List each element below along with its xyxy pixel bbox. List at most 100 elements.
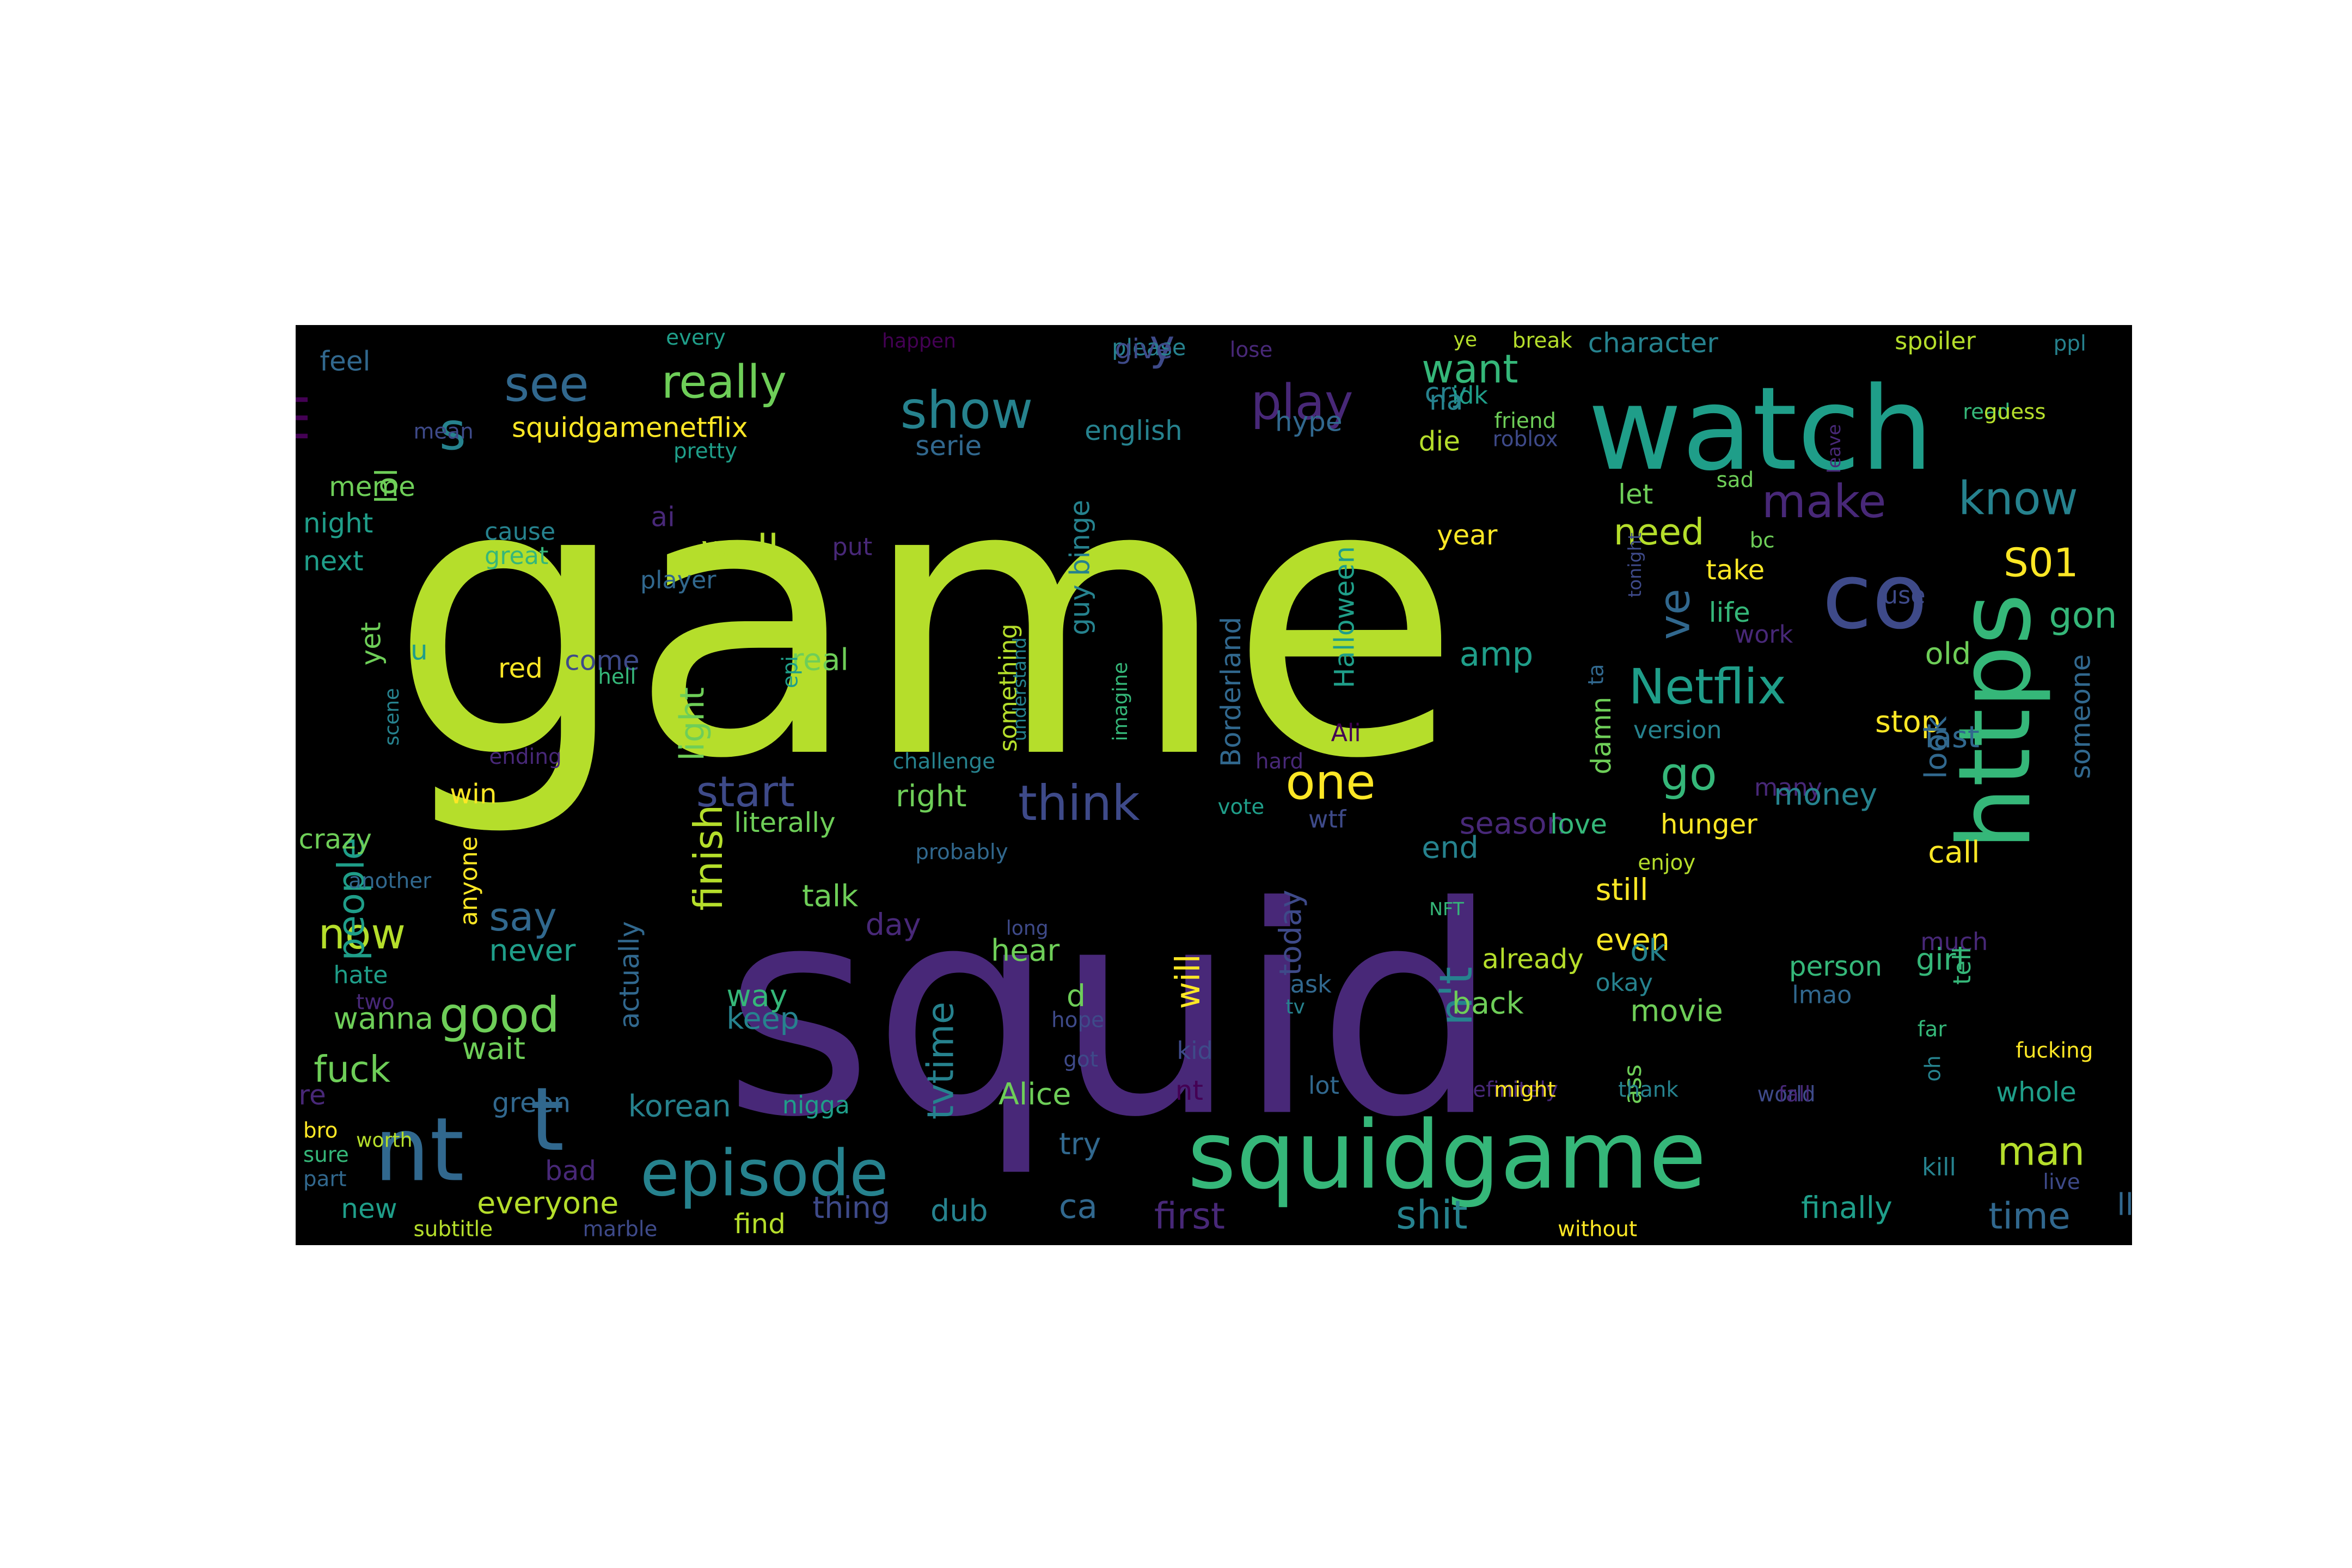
- word-need: need: [1614, 511, 1704, 553]
- word-ending: ending: [489, 745, 561, 769]
- word-many: many: [1754, 774, 1822, 801]
- word-season: season: [1460, 806, 1566, 841]
- word-everyone: everyone: [477, 1186, 618, 1221]
- word-borderland: Borderland: [1215, 617, 1247, 767]
- word-u: u: [411, 634, 428, 666]
- word-thing: thing: [812, 1190, 890, 1226]
- word-guess: guess: [1984, 400, 2046, 424]
- word-na: na: [1429, 385, 1463, 416]
- word-already: already: [1482, 943, 1584, 975]
- word-thank: thank: [1618, 1078, 1679, 1102]
- word-meme: meme: [329, 471, 415, 503]
- word-girl: girl: [1916, 942, 1964, 977]
- word-hype: hype: [1275, 406, 1343, 438]
- word-live: live: [2043, 1170, 2080, 1195]
- word-sure: sure: [303, 1143, 349, 1167]
- word-co: co: [1822, 544, 1927, 650]
- word-s01: S01: [2004, 540, 2079, 586]
- word-will: will: [1169, 954, 1208, 1009]
- word-cloud-canvas: game squid watch https squidgame co nt t episode…: [296, 325, 2132, 1245]
- word-crazy: crazy: [299, 824, 372, 855]
- word-squid: squid: [724, 846, 1499, 1180]
- word-ali: Ali: [1331, 719, 1361, 747]
- word-first: first: [1154, 1195, 1225, 1237]
- word-fall: fall: [1778, 1082, 1810, 1107]
- word-real: real: [792, 642, 849, 678]
- word-last: last: [1925, 719, 1980, 755]
- word-fuck: fuck: [314, 1048, 390, 1091]
- word-hear: hear: [991, 933, 1059, 968]
- word-shit: shit: [1396, 1192, 1468, 1238]
- word-guy-binge: guy binge: [1064, 500, 1095, 635]
- word-night: night: [303, 507, 373, 539]
- word-please: please: [1112, 334, 1186, 361]
- word-even: even: [1595, 922, 1669, 958]
- word-episode: episode: [640, 1136, 889, 1210]
- word-lot: lot: [1308, 1072, 1339, 1100]
- word-leave: leave: [1823, 424, 1845, 473]
- word-movie: movie: [1630, 994, 1723, 1029]
- word-enjoy: enjoy: [1638, 851, 1695, 875]
- word-finally: finally: [1801, 1190, 1892, 1226]
- word-look: look: [1919, 716, 1954, 779]
- word-damn: damn: [1585, 697, 1617, 775]
- word-wait: wait: [462, 1031, 525, 1067]
- word-worth: worth: [356, 1128, 412, 1152]
- word-ai: ai: [651, 501, 675, 533]
- word-next: next: [303, 545, 364, 577]
- word-cause: cause: [485, 518, 555, 546]
- word-bro: bro: [303, 1119, 338, 1143]
- word-sad: sad: [1717, 468, 1754, 492]
- word-https: https: [1937, 593, 2053, 850]
- word-got: got: [1063, 1048, 1098, 1072]
- word-die: die: [1419, 426, 1460, 457]
- word-know: know: [1958, 472, 2078, 525]
- word-nt: nt: [1175, 1075, 1203, 1106]
- word-still: still: [1595, 872, 1648, 908]
- word-dub: dub: [930, 1193, 988, 1228]
- word-every: every: [666, 326, 726, 350]
- word-d: d: [1067, 978, 1086, 1014]
- word-go: go: [1661, 748, 1717, 800]
- word-actually: actually: [614, 921, 645, 1029]
- word-now: now: [318, 910, 406, 959]
- word-start: start: [696, 768, 795, 817]
- word-wtf: wtf: [1308, 806, 1347, 834]
- word-ppl: ppl: [2054, 332, 2086, 356]
- word-game: game: [389, 400, 1461, 841]
- word-alice: Alice: [999, 1076, 1071, 1112]
- word-stop: stop: [1875, 705, 1940, 740]
- word-fucking: fucking: [2016, 1038, 2093, 1063]
- word-ll: ll: [2117, 1187, 2132, 1222]
- word-back: back: [1452, 986, 1524, 1021]
- word-far: far: [1918, 1017, 1946, 1042]
- word-kid: kid: [1177, 1037, 1212, 1065]
- word-hell: hell: [598, 665, 636, 689]
- word-character: character: [1588, 327, 1719, 359]
- word-wanna: wanna: [333, 1001, 433, 1036]
- word-kill: kill: [1922, 1154, 1956, 1181]
- word-red: red: [498, 653, 543, 684]
- word-old: old: [1925, 636, 1971, 672]
- word-let: let: [1618, 479, 1653, 510]
- word-say: say: [489, 895, 557, 940]
- word-keep: keep: [726, 1001, 799, 1036]
- word-good: good: [439, 987, 560, 1043]
- word-idk: idk: [1452, 382, 1489, 410]
- word-ye: ye: [1454, 328, 1478, 351]
- word-tell: tell: [1949, 947, 1976, 985]
- word-read: read: [1963, 400, 2010, 424]
- word-something: something: [995, 623, 1022, 751]
- word-time: time: [1988, 1195, 2071, 1237]
- word-hate: hate: [333, 961, 388, 989]
- word-ok: ok: [1630, 933, 1666, 968]
- word-much: much: [1920, 928, 1988, 956]
- word-vote: vote: [1217, 795, 1264, 819]
- word-n-t: n't: [1430, 966, 1483, 1025]
- word-lose: lose: [1230, 338, 1273, 362]
- word-call: call: [1928, 835, 1980, 870]
- word-imagine: imagine: [1108, 662, 1132, 741]
- word-subtitle: subtitle: [414, 1217, 493, 1241]
- word-might: might: [1494, 1078, 1555, 1102]
